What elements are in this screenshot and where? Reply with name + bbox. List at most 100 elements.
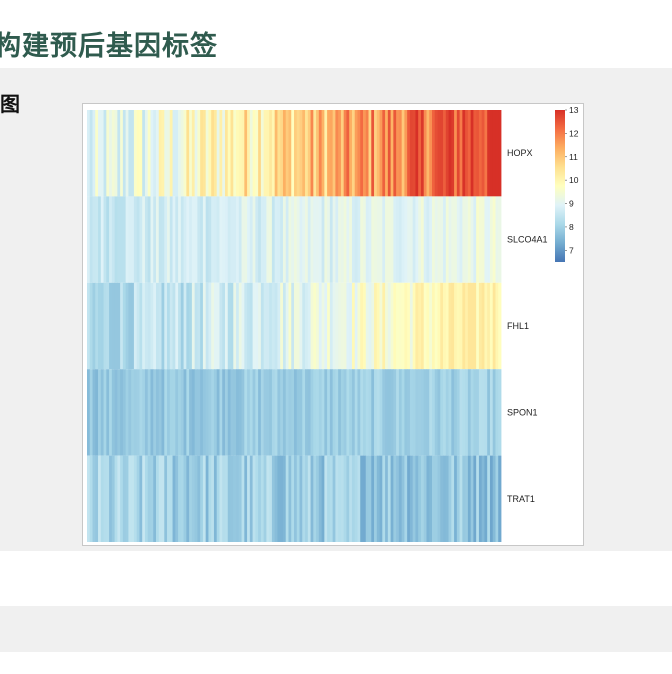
heatmap-cell (481, 196, 485, 283)
heatmap-cell (205, 282, 209, 370)
heatmap-cell (338, 196, 342, 283)
heatmap-cell (340, 455, 345, 542)
heatmap-cell (423, 110, 427, 197)
heatmap-cell (219, 196, 223, 283)
heatmap-cell (473, 196, 477, 283)
heatmap-cell (343, 282, 347, 370)
row-label-spon1: SPON1 (507, 407, 538, 417)
heatmap-cell (407, 110, 411, 197)
heatmap-cell (398, 455, 403, 542)
heatmap-cell (316, 369, 320, 456)
heatmap-cell (387, 282, 391, 370)
heatmap-cell (456, 282, 460, 370)
heatmap-cell (473, 455, 477, 542)
heatmap-cell (131, 196, 135, 283)
heatmap-cell (398, 196, 403, 283)
heatmap-cell (280, 110, 284, 197)
heatmap-cell (156, 110, 160, 197)
heatmap-cell (462, 110, 466, 197)
heatmap-cell (363, 282, 367, 370)
heatmap-cell (147, 455, 151, 542)
heatmap-cell (147, 196, 151, 283)
heatmap-cell (227, 196, 231, 283)
heatmap-cell (357, 282, 361, 370)
heatmap-cell (305, 455, 309, 542)
heatmap-cell (230, 196, 234, 283)
heatmap-cell (396, 196, 400, 283)
heatmap-cell (481, 110, 485, 197)
heatmap-cell (194, 369, 198, 456)
heatmap-cell (321, 369, 325, 456)
colorbar-tick-label: 13 (569, 105, 579, 115)
heatmap-cell (178, 455, 182, 542)
heatmap-cell (332, 196, 336, 283)
heatmap-cell (291, 455, 295, 542)
heatmap-cell (296, 110, 300, 197)
heatmap-cell (318, 282, 322, 370)
heatmap-cell (418, 282, 422, 370)
heatmap-cell (481, 369, 485, 456)
heatmap-cell (252, 196, 256, 283)
heatmap-cell (349, 455, 353, 542)
heatmap-cell (434, 196, 438, 283)
heatmap-cell (98, 196, 102, 283)
heatmap-cell (186, 282, 190, 370)
heatmap-cell (131, 110, 135, 197)
heatmap-cell (478, 455, 483, 542)
heatmap-cell (139, 455, 143, 542)
heatmap-cell (476, 455, 480, 542)
heatmap-cell (111, 455, 115, 542)
heatmap-cell (307, 455, 311, 542)
heatmap-cell (153, 369, 157, 456)
heatmap-cell (294, 110, 298, 197)
heatmap-figure: HOPX SLCO4A1 FHL1 SPON1 TRAT1 13 12 11 10 9 8 7 (82, 103, 584, 546)
heatmap-cell (114, 282, 118, 370)
heatmap-cell (213, 455, 218, 542)
heatmap-cell (109, 455, 113, 542)
heatmap-cell (191, 196, 196, 283)
heatmap-cell (258, 282, 262, 370)
heatmap-cell (191, 455, 196, 542)
heatmap-cell (291, 110, 295, 197)
heatmap-cell (213, 369, 218, 456)
heatmap-cell (332, 455, 336, 542)
heatmap-cell (147, 369, 151, 456)
heatmap-cell (305, 282, 309, 370)
heatmap-cell (385, 282, 389, 370)
heatmap-cell (498, 196, 502, 283)
heatmap-cell (429, 455, 433, 542)
heatmap-cell (236, 110, 240, 197)
heatmap-cell (158, 110, 162, 197)
heatmap-cell (205, 110, 209, 197)
heatmap-cell (222, 455, 226, 542)
heatmap-cell (448, 110, 452, 197)
heatmap-cell (470, 110, 474, 197)
heatmap-cell (429, 282, 433, 370)
heatmap-cell (338, 369, 342, 456)
heatmap-cell (351, 455, 356, 542)
heatmap-cell (103, 196, 107, 283)
heatmap-cell (495, 282, 499, 370)
colorbar-tick-label: 12 (569, 128, 579, 138)
heatmap-cell (354, 282, 358, 370)
heatmap-cell (244, 455, 248, 542)
heatmap-cell (357, 455, 361, 542)
heatmap-cell (288, 369, 292, 456)
heatmap-cell (291, 282, 295, 370)
heatmap-cell (197, 282, 201, 370)
heatmap-cell (225, 455, 229, 542)
heatmap-cell (120, 196, 124, 283)
heatmap-cell (443, 369, 447, 456)
heatmap-cell (161, 110, 165, 197)
heatmap-cell (456, 455, 460, 542)
heatmap-cell (114, 369, 118, 456)
heatmap-cell (183, 110, 187, 197)
heatmap-cell (470, 282, 474, 370)
heatmap-cell (142, 110, 146, 197)
heatmap-cell (335, 196, 339, 283)
heatmap-cell (167, 455, 171, 542)
heatmap-cell (360, 196, 364, 283)
heatmap-cell (147, 110, 151, 197)
heatmap-cell (131, 455, 135, 542)
heatmap-cell (236, 455, 240, 542)
